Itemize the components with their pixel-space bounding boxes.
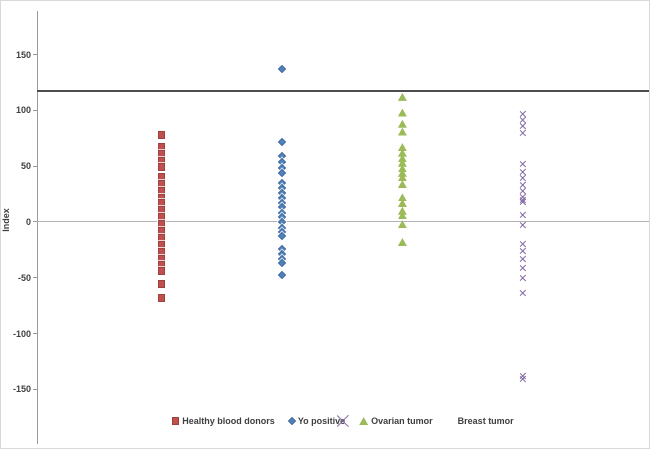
data-point [158, 198, 166, 207]
y-axis-tick [33, 333, 37, 335]
square-legend-icon [172, 417, 180, 425]
legend-item: Breast tumor [447, 416, 514, 426]
data-point [519, 274, 527, 282]
y-axis-tick-label: 0 [25, 216, 31, 227]
data-point [397, 158, 407, 167]
data-point [519, 129, 527, 137]
y-axis-tick-label: 50 [20, 161, 31, 172]
data-point [277, 64, 287, 74]
data-point [397, 179, 407, 188]
data-point [397, 193, 407, 202]
legend: Healthy blood donors Yo positive Ovarian t… [37, 413, 649, 429]
data-point [158, 186, 166, 195]
y-axis-tick [33, 277, 37, 279]
data-point [158, 248, 166, 257]
legend-label: Breast tumor [457, 416, 514, 426]
data-point [158, 130, 166, 139]
y-axis-tick [33, 388, 37, 390]
y-axis-tick-label: 150 [15, 49, 31, 60]
data-point [397, 92, 407, 101]
data-point [397, 173, 407, 182]
data-point [519, 289, 527, 297]
data-point [158, 226, 166, 235]
y-axis-tick-label: -150 [12, 384, 31, 395]
data-point [158, 254, 166, 263]
y-axis-tick [33, 54, 37, 56]
y-axis-line [37, 11, 38, 444]
data-point [397, 108, 407, 117]
legend-label: Yo positive [297, 416, 346, 426]
data-point [158, 220, 166, 229]
y-axis-tick-label: -100 [12, 328, 31, 339]
data-point [397, 198, 407, 207]
data-point [158, 213, 166, 222]
data-point [397, 238, 407, 246]
data-point [158, 261, 166, 270]
data-point [158, 149, 166, 158]
data-point [158, 143, 166, 152]
data-point [519, 198, 527, 206]
data-point [397, 148, 407, 157]
reference-line [37, 90, 649, 93]
data-point [158, 156, 166, 165]
data-point [397, 220, 407, 229]
data-point [158, 205, 166, 214]
legend-item: Yo positive [287, 416, 346, 426]
x-legend-icon [447, 417, 455, 425]
data-point [277, 258, 287, 268]
data-point [397, 168, 407, 177]
y-axis-tick-label: -50 [17, 272, 31, 283]
data-point [277, 168, 287, 178]
triangle-legend-icon [359, 417, 369, 425]
reference-line [37, 221, 649, 223]
y-axis-tick [33, 221, 37, 223]
legend-label: Ovarian tumor [371, 416, 433, 426]
data-point [397, 154, 407, 163]
data-point [277, 232, 287, 241]
y-axis-tick [33, 109, 37, 111]
legend-label: Healthy blood donors [182, 416, 275, 426]
data-point [519, 247, 527, 255]
data-point [277, 137, 287, 146]
data-point [519, 160, 527, 168]
data-point [519, 255, 527, 263]
data-point [158, 233, 166, 242]
data-point [277, 271, 287, 280]
data-point [158, 267, 166, 276]
data-point [158, 194, 166, 203]
legend-item: Ovarian tumor [359, 416, 433, 426]
data-point [519, 264, 527, 272]
data-point [158, 241, 166, 250]
data-point [158, 293, 166, 302]
data-point [397, 119, 407, 128]
data-point [397, 211, 407, 220]
legend-item: Healthy blood donors [172, 416, 275, 426]
data-point [397, 206, 407, 215]
data-point [158, 163, 166, 172]
data-point [519, 221, 527, 229]
data-point [397, 164, 407, 173]
data-point [397, 127, 407, 136]
data-point [158, 173, 166, 182]
data-point [397, 143, 407, 152]
data-point [519, 375, 527, 383]
diamond-legend-icon [287, 416, 297, 426]
y-axis-tick-label: 100 [15, 105, 31, 116]
data-point [158, 280, 166, 289]
data-point [519, 211, 527, 219]
y-axis-tick [33, 165, 37, 167]
data-point [158, 179, 166, 188]
